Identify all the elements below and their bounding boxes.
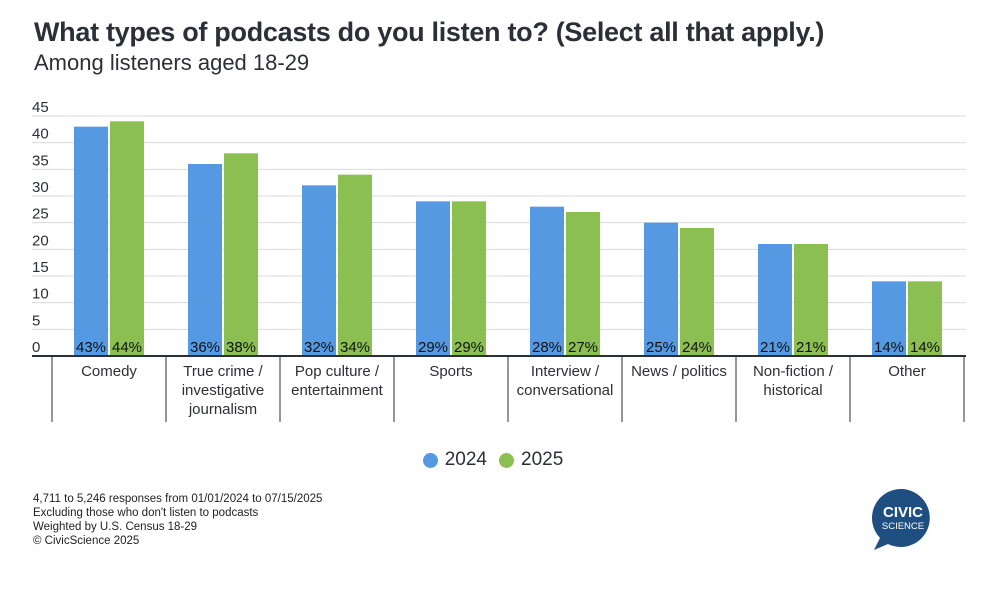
bar-value-label: 21% — [760, 339, 790, 356]
bar-value-label: 14% — [874, 339, 904, 356]
bar-2025[interactable] — [338, 174, 372, 356]
bar-value-label: 34% — [340, 339, 370, 356]
bar-value-label: 14% — [910, 339, 940, 356]
bar-chart: 0 5 10 15 20 25 30 35 40 45 43% 44% 36% 38% 32% 34% 29%… — [32, 99, 966, 422]
speech-bubble-icon — [871, 488, 930, 550]
chart-subtitle: Among listeners aged 18-29 — [34, 50, 310, 75]
bar-value-label: 21% — [796, 339, 826, 356]
bar-2024[interactable] — [188, 164, 222, 356]
bar-2025[interactable] — [224, 153, 258, 356]
bar-value-label: 38% — [226, 339, 256, 356]
y-tick-label: 0 — [32, 339, 40, 356]
y-tick-label: 5 — [32, 312, 40, 329]
y-tick-label: 30 — [32, 179, 49, 196]
bar-2024[interactable] — [872, 281, 906, 356]
x-tick-label: Sports — [429, 363, 472, 380]
x-tick-label: Interview / conversational — [517, 363, 614, 399]
bar-2024[interactable] — [530, 206, 564, 356]
y-tick-label: 10 — [32, 286, 49, 303]
bar-2025[interactable] — [794, 244, 828, 356]
bar-value-label: 32% — [304, 339, 334, 356]
x-axis: Comedy True crime / investigative journalis… — [32, 355, 966, 422]
bar-value-label: 28% — [532, 339, 562, 356]
bar-value-label: 29% — [418, 339, 448, 356]
logo-text-civic: CIVIC — [883, 504, 923, 521]
x-tick-label: News / politics — [631, 363, 727, 380]
bar-2024[interactable] — [302, 185, 336, 356]
bar-2025[interactable] — [566, 212, 600, 356]
bar-value-label: 24% — [682, 339, 712, 356]
bar-2024[interactable] — [644, 222, 678, 356]
x-tick-label: Comedy — [81, 363, 137, 380]
bar-value-label: 25% — [646, 339, 676, 356]
bar-value-label: 44% — [112, 339, 142, 356]
y-tick-label: 40 — [32, 126, 49, 143]
y-tick-label: 45 — [32, 99, 49, 116]
bar-2025[interactable] — [452, 201, 486, 356]
logo-text-science: SCIENCE — [882, 521, 924, 532]
y-tick-label: 25 — [32, 206, 49, 223]
footnote-responses: 4,711 to 5,246 responses from 01/01/2024… — [33, 493, 323, 505]
x-tick-label: Pop culture / entertainment — [291, 363, 384, 399]
bar-value-label: 43% — [76, 339, 106, 356]
bar-value-label: 36% — [190, 339, 220, 356]
x-tick-label: Non-fiction / historical — [753, 363, 834, 399]
bar-2024[interactable] — [758, 244, 792, 356]
bar-2025[interactable] — [680, 228, 714, 356]
chart-title: What types of podcasts do you listen to?… — [34, 17, 825, 47]
x-tick-label: True crime / investigative journalism — [182, 363, 265, 418]
bar-value-label: 29% — [454, 339, 484, 356]
legend-label-2024: 2024 — [444, 449, 487, 470]
legend-item-2024[interactable]: 2024 — [422, 449, 487, 471]
y-tick-label: 35 — [32, 152, 49, 169]
legend: 2024 2025 — [0, 449, 986, 471]
footnote-exclusion: Excluding those who don't listen to podc… — [33, 507, 259, 519]
bar-2024[interactable] — [416, 201, 450, 356]
x-tick-label: Other — [888, 363, 926, 380]
bar-value-label: 27% — [568, 339, 598, 356]
y-tick-label: 15 — [32, 259, 49, 276]
footnote-weighting: Weighted by U.S. Census 18-29 — [33, 521, 198, 533]
bars — [74, 121, 942, 357]
bar-2025[interactable] — [908, 281, 942, 356]
bar-2025[interactable] — [110, 121, 144, 356]
legend-swatch-2024 — [422, 452, 438, 468]
y-axis-ticks: 0 5 10 15 20 25 30 35 40 45 — [32, 99, 49, 356]
civicscience-logo: CIVIC SCIENCE — [871, 488, 930, 550]
y-tick-label: 20 — [32, 232, 49, 249]
legend-item-2025[interactable]: 2025 — [499, 449, 563, 471]
footnotes: 4,711 to 5,246 responses from 01/01/2024… — [33, 492, 322, 548]
legend-label-2025: 2025 — [521, 449, 564, 470]
legend-swatch-2025 — [499, 452, 514, 468]
bar-2024[interactable] — [74, 126, 108, 357]
footnote-copyright: © CivicScience 2025 — [33, 535, 140, 547]
bar-labels: 43% 44% 36% 38% 32% 34% 29% 29% 28% 27% 25% 24% 21% 2… — [76, 339, 940, 356]
